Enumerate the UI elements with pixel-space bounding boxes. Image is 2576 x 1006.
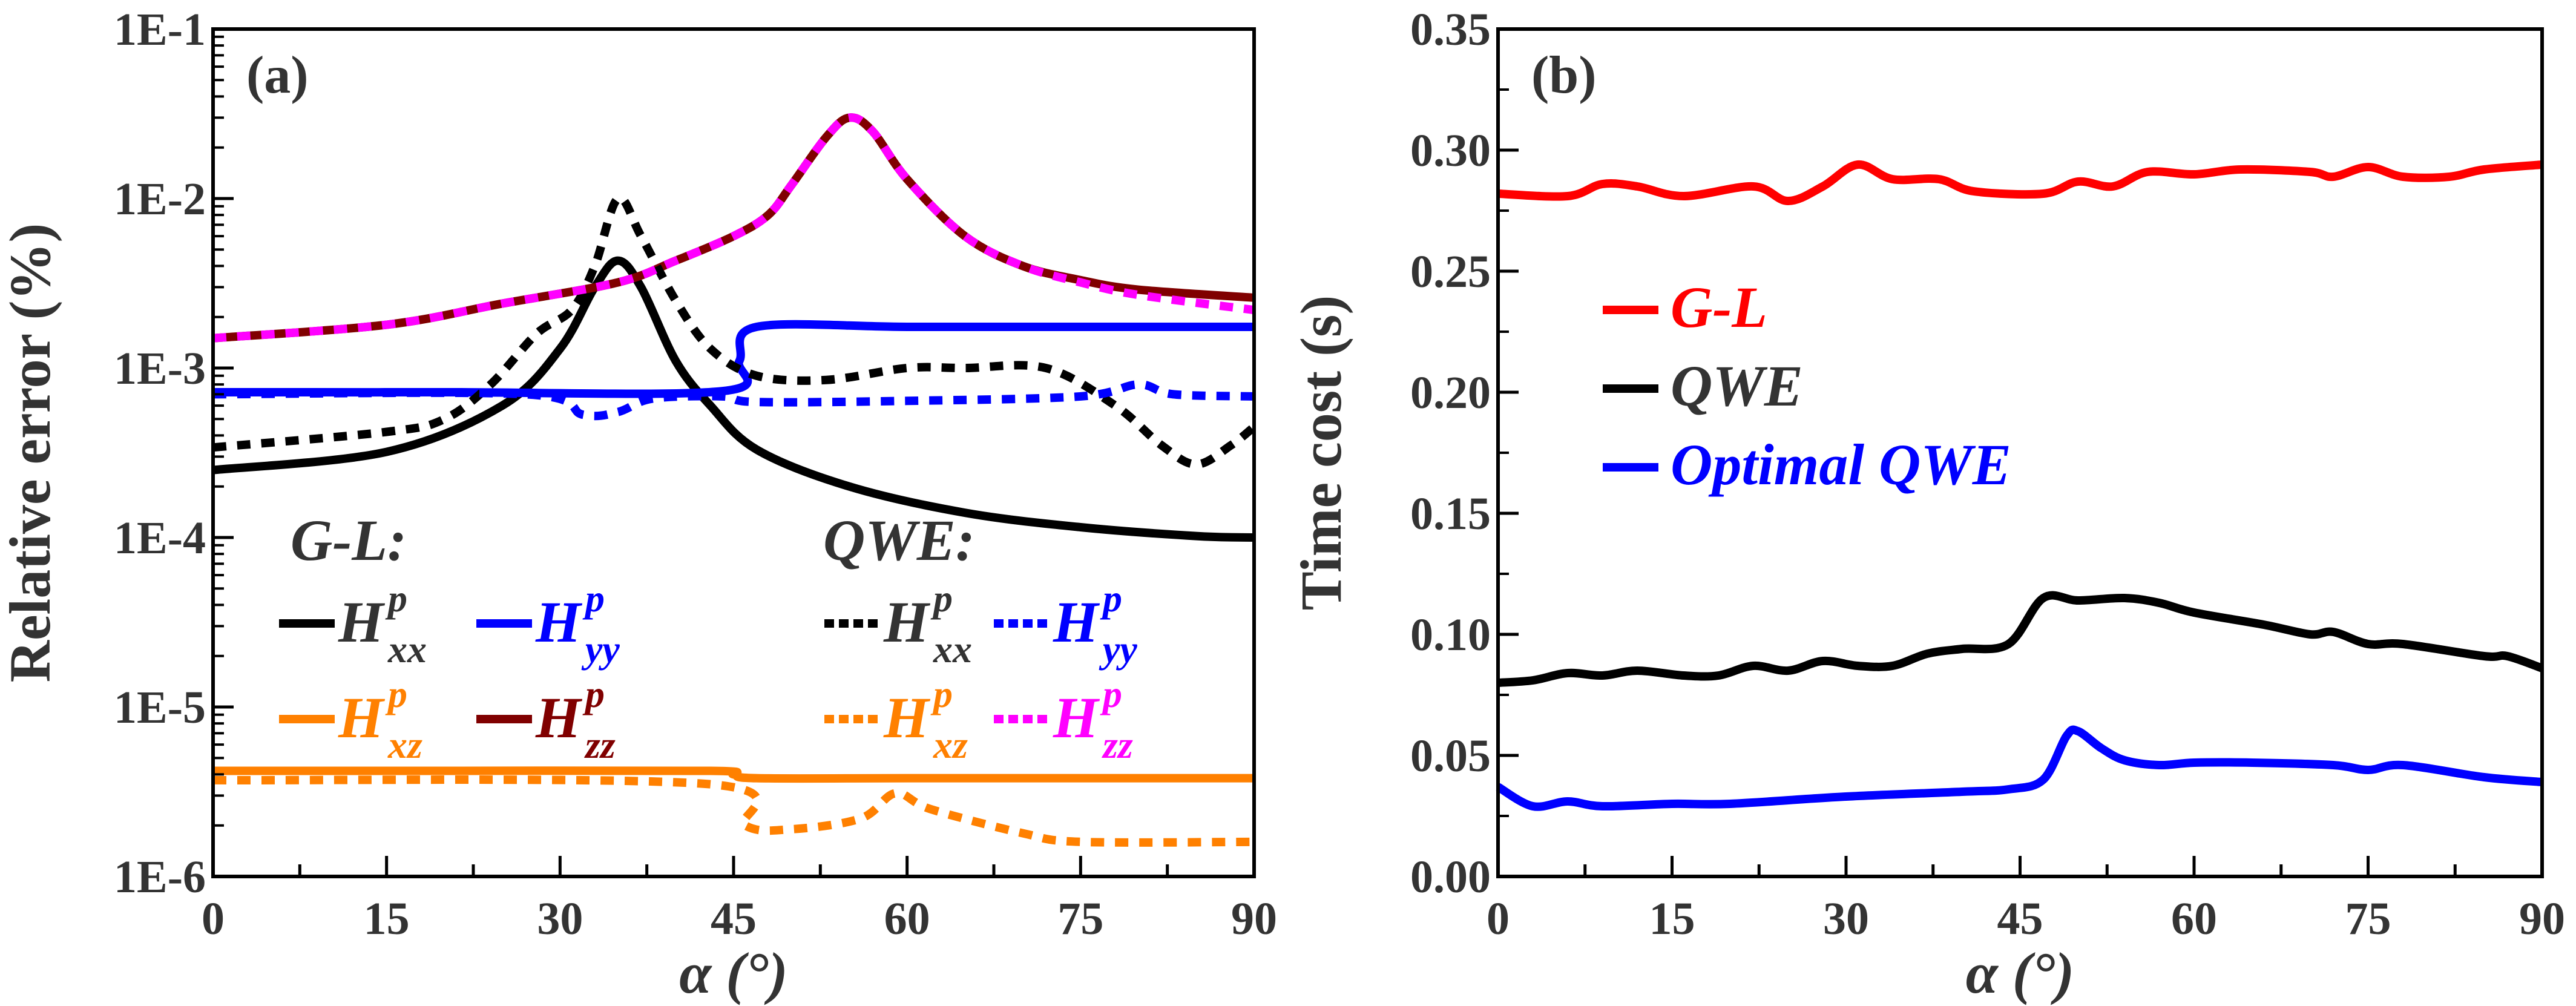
legend-label-sub: zz — [1102, 723, 1133, 766]
x-tick-label: 90 — [1231, 893, 1277, 944]
legend-label-sup: p — [1100, 577, 1122, 620]
y-tick-label: 1E-3 — [114, 343, 206, 394]
legend-label-base: H — [883, 590, 931, 654]
x-tick-label: 15 — [1649, 893, 1695, 944]
legend-label-sup: p — [385, 672, 407, 715]
series-line-g-l-xx — [212, 256, 1255, 542]
y-axis-title: Relative error (%) — [0, 223, 62, 683]
legend-label-base: H — [535, 590, 583, 654]
legend-label-base: H — [883, 685, 931, 750]
panel-a-relative-error-chart: 0 15 30 45 60 75 90 1E-6 1E-5 1E-4 1E-3 1E-2 1E-1 (a)… — [0, 4, 1277, 1005]
x-tick-label: 75 — [2345, 893, 2391, 944]
series-line-g-l-yy — [212, 320, 1254, 398]
x-tick-label: 60 — [884, 893, 930, 944]
x-tick-label: 30 — [1823, 893, 1869, 944]
x-tick-label: 30 — [537, 893, 583, 944]
plot-frame — [1496, 27, 2544, 878]
legend-label-sup: p — [385, 577, 407, 620]
y-tick-label: 0.20 — [1410, 367, 1491, 418]
legend-label-sup: p — [930, 577, 953, 620]
y-tick-label: 1E-2 — [114, 174, 206, 225]
series-line-qwe-xz-dotted — [212, 775, 1255, 847]
series-line-g-l — [1497, 160, 2543, 205]
legend-label: G-L — [1671, 275, 1767, 340]
legend-item: QWE — [1603, 353, 1803, 418]
legend-label-sup: p — [930, 672, 953, 715]
series-line-qwe-xx-dotted — [212, 193, 1257, 469]
legend-label-sup: p — [582, 577, 605, 620]
y-axis-title: Time cost (s) — [1289, 295, 1353, 611]
panel-b-time-cost-chart: 0 15 30 45 60 75 90 0.00 0.05 0.10 0.15 0.20 0.25 0.3… — [1289, 4, 2565, 1005]
y-tick-label: 0.10 — [1410, 610, 1491, 660]
y-tick-label: 1E-6 — [114, 852, 206, 902]
legend-label-sub: yy — [1099, 628, 1137, 671]
y-tick-label: 0.05 — [1410, 731, 1491, 781]
legend-item: G-L — [1603, 275, 1767, 340]
legend-label-base: H — [1053, 590, 1100, 654]
legend-label: QWE — [1671, 353, 1803, 418]
legend-label-base: H — [338, 590, 386, 654]
legend-label-base: H — [535, 685, 583, 750]
y-tick-label: 0.35 — [1410, 4, 1491, 55]
legend-label-sub: xz — [933, 723, 968, 766]
legend-label-base: H — [1053, 685, 1100, 750]
x-tick-label: 75 — [1057, 893, 1103, 944]
legend-label-sub: yy — [581, 628, 620, 671]
y-tick-label: 1E-1 — [114, 4, 206, 55]
panel-label: (b) — [1531, 46, 1597, 105]
legend-label: Optimal QWE — [1671, 432, 2011, 497]
y-tick-label: 0.30 — [1410, 125, 1491, 176]
x-tick-label: 60 — [2171, 893, 2217, 944]
legend-label-base: H — [338, 685, 386, 750]
series-line-optimal-qwe — [1496, 725, 2543, 811]
y-tick-label: 1E-5 — [114, 682, 206, 733]
series-line-qwe — [1497, 591, 2544, 687]
legend-label-sub: xx — [933, 628, 972, 671]
series-line-g-l-xz — [212, 766, 1254, 783]
y-tick-label: 0.15 — [1410, 488, 1491, 539]
legend-label-sub: xz — [387, 723, 422, 766]
x-axis-title: α (°) — [679, 941, 787, 1005]
legend-b: G-L QWE Optimal QWE — [1603, 275, 2011, 497]
legend-label-sub: xx — [387, 628, 427, 671]
legend-item: Optimal QWE — [1603, 432, 2011, 497]
x-tick-label: 0 — [202, 893, 225, 944]
y-tick-label: 1E-4 — [114, 513, 206, 564]
series-line-qwe-yy-dotted — [212, 380, 1255, 421]
y-tick-label: 0.00 — [1410, 852, 1491, 902]
x-tick-label: 90 — [2519, 893, 2565, 944]
legend-label-sup: p — [582, 672, 605, 715]
series-line-qwe-zz-dotted — [212, 113, 1255, 343]
x-tick-label: 45 — [1997, 893, 2043, 944]
legend-label-sup: p — [1100, 672, 1122, 715]
legend-label-sub: zz — [584, 723, 616, 766]
legend-group-title-gl: G-L: — [291, 508, 407, 573]
series-line-g-l-zz — [212, 113, 1255, 343]
x-tick-label: 15 — [364, 893, 410, 944]
y-tick-label: 0.25 — [1410, 246, 1491, 297]
x-tick-label: 45 — [711, 893, 757, 944]
x-tick-label: 0 — [1487, 893, 1510, 944]
legend-group-title-qwe: QWE: — [823, 508, 975, 573]
x-axis-title: α (°) — [1966, 941, 2074, 1005]
panel-label: (a) — [246, 46, 309, 105]
